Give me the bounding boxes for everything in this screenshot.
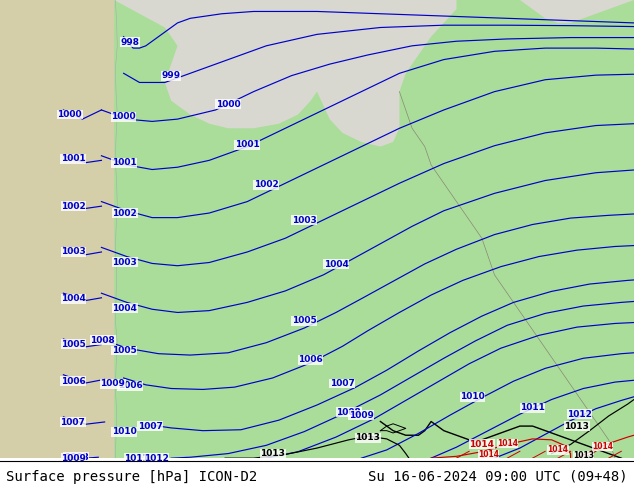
Text: 1014: 1014 [477,450,499,459]
Bar [114,0,634,458]
Text: 1008: 1008 [90,336,115,345]
Text: 1003: 1003 [292,216,317,225]
Text: 1013: 1013 [573,451,594,461]
Text: 1011: 1011 [520,403,545,412]
Text: 1009: 1009 [349,411,374,419]
Text: 999: 999 [162,71,181,80]
Text: 1014: 1014 [469,440,495,449]
Polygon shape [520,0,634,23]
Text: 1002: 1002 [112,209,138,218]
Text: 1014: 1014 [592,442,613,451]
Text: 1000: 1000 [216,99,240,108]
Text: 1013: 1013 [260,449,285,458]
Text: 1008: 1008 [63,453,89,462]
Text: 1009: 1009 [100,379,126,389]
Text: 1005: 1005 [112,346,137,355]
Text: 1004: 1004 [112,304,138,313]
Text: 1006: 1006 [60,377,86,386]
Text: 1004: 1004 [61,294,86,303]
Text: 1013: 1013 [355,434,380,442]
Text: 1005: 1005 [292,316,317,325]
Text: 998: 998 [120,38,139,47]
Text: 1002: 1002 [61,202,86,211]
Text: 1004: 1004 [323,260,349,269]
Text: 1010: 1010 [460,392,485,401]
Text: Su 16-06-2024 09:00 UTC (09+48): Su 16-06-2024 09:00 UTC (09+48) [368,469,628,484]
Text: 1006: 1006 [117,381,143,390]
Text: 1011: 1011 [124,454,150,463]
Text: 1013: 1013 [564,421,590,431]
Text: 1014: 1014 [496,439,518,448]
Polygon shape [114,0,456,147]
Text: 1008: 1008 [336,408,361,417]
Text: 1003: 1003 [61,247,86,256]
Text: 1007: 1007 [138,421,163,431]
Text: 1012: 1012 [144,454,169,463]
Text: 1000: 1000 [58,110,82,119]
Text: 1007: 1007 [330,379,355,388]
Text: 1009: 1009 [61,454,86,463]
Text: Surface pressure [hPa] ICON-D2: Surface pressure [hPa] ICON-D2 [6,469,257,484]
Bar [0,0,114,458]
Text: 1010: 1010 [112,427,137,436]
Text: 1012: 1012 [567,410,592,418]
Text: 1001: 1001 [60,154,86,164]
Text: 1007: 1007 [60,418,86,427]
Text: 1000: 1000 [112,112,136,122]
Text: 1014: 1014 [547,445,569,454]
Text: 1006: 1006 [298,355,323,364]
Text: 1003: 1003 [112,258,138,267]
Text: 1005: 1005 [61,340,86,348]
Text: 1001: 1001 [112,158,137,167]
Text: 1002: 1002 [254,180,279,189]
Text: 1001: 1001 [235,140,260,149]
